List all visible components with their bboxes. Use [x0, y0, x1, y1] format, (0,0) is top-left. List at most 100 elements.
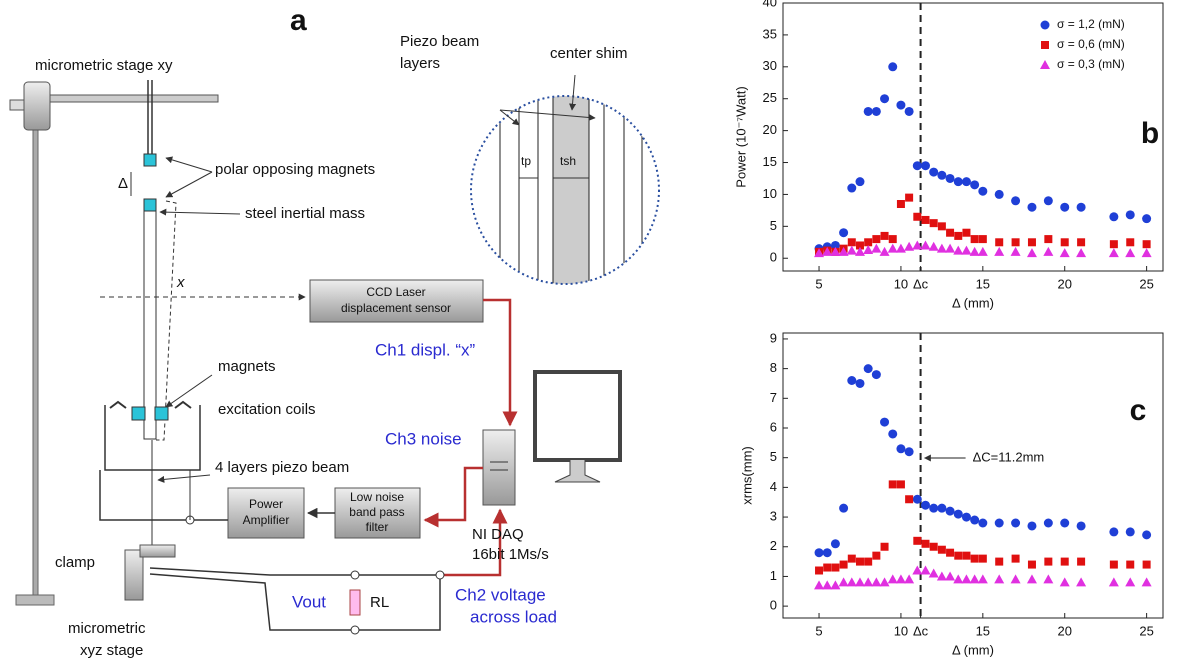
data-point: [978, 186, 988, 196]
label: 4 layers piezo beam: [215, 459, 349, 476]
x-tick-label: 5: [815, 276, 822, 291]
y-tick-label: 3: [770, 509, 777, 524]
data-point: [830, 539, 840, 549]
data-point: [1142, 560, 1151, 569]
legend-label: σ = 0,6 (mN): [1057, 37, 1125, 51]
data-point: [962, 228, 971, 237]
data-point: [855, 557, 864, 566]
data-point: [879, 246, 890, 256]
label: Ch3 noise: [385, 429, 462, 448]
y-tick-label: 5: [770, 449, 777, 464]
data-point: [831, 563, 840, 572]
data-point: [896, 480, 905, 489]
data-point: [1040, 20, 1050, 30]
data-point: [887, 243, 898, 253]
legend-label: σ = 1,2 (mN): [1057, 17, 1125, 31]
data-point: [921, 215, 930, 224]
y-tick-label: 35: [763, 26, 777, 41]
data-point: [1141, 577, 1152, 587]
y-tick-label: 20: [763, 122, 777, 137]
legend-label: σ = 0,3 (mN): [1057, 57, 1125, 71]
data-point: [1060, 202, 1070, 212]
data-point: [830, 246, 841, 256]
data-point: [1142, 240, 1151, 249]
data-point: [1076, 521, 1086, 531]
x-tick-label: 25: [1139, 276, 1153, 291]
plot-frame: [782, 2, 1164, 272]
data-point: [838, 577, 849, 587]
data-point: [872, 551, 881, 560]
data-point: [864, 557, 873, 566]
box-label: band pass: [349, 505, 404, 519]
data-point: [921, 500, 930, 510]
label: RL: [370, 594, 389, 611]
inset-label: center shim: [550, 45, 628, 62]
data-point: [1010, 574, 1021, 584]
x-tick-label: 25: [1139, 623, 1153, 638]
data-point: [855, 177, 865, 187]
x-tick-label: Δc: [913, 276, 929, 291]
data-point: [961, 245, 972, 255]
data-point: [839, 560, 848, 569]
data-point: [945, 243, 956, 253]
data-point: [871, 243, 882, 253]
data-point: [978, 554, 987, 563]
label: Ch1 displ. “x”: [375, 340, 475, 359]
inset-label: layers: [400, 55, 440, 72]
annotation: ΔC=11.2mm: [973, 449, 1045, 464]
data-point: [928, 568, 939, 578]
apparatus-drawing: [9, 74, 660, 635]
data-point: [1027, 521, 1037, 531]
data-point: [1043, 518, 1053, 528]
data-point: [863, 364, 873, 374]
data-point: [815, 566, 824, 575]
x-tick-label: Δc: [913, 623, 929, 638]
data-point: [872, 235, 881, 244]
x-tick-label: 10: [894, 276, 908, 291]
inset-label: tsh: [560, 154, 576, 168]
data-point: [913, 536, 922, 545]
data-point: [961, 512, 971, 522]
data-point: [1125, 577, 1136, 587]
data-point: [962, 551, 971, 560]
label: x: [176, 274, 185, 291]
data-point: [946, 548, 955, 557]
data-point: [994, 246, 1005, 256]
data-point: [929, 219, 938, 228]
data-point: [814, 580, 825, 590]
data-point: [1077, 557, 1086, 566]
data-point: [838, 246, 849, 256]
data-point: [970, 235, 979, 244]
data-point: [830, 240, 840, 250]
data-point: [969, 574, 980, 584]
y-tick-label: 30: [763, 58, 777, 73]
data-point: [863, 106, 873, 116]
data-point: [905, 495, 914, 504]
data-point: [977, 574, 988, 584]
data-point: [1076, 577, 1087, 587]
data-point: [814, 548, 824, 558]
inset-label: Piezo beam: [400, 33, 479, 50]
data-point: [978, 518, 988, 528]
label: magnets: [218, 358, 276, 375]
panel-label: c: [1130, 394, 1147, 427]
data-point: [1060, 518, 1070, 528]
data-point: [937, 545, 946, 554]
data-point: [896, 444, 906, 454]
data-point: [880, 417, 890, 427]
box-label: filter: [366, 520, 389, 534]
data-point: [888, 480, 897, 489]
data-point: [937, 170, 947, 180]
data-point: [994, 189, 1004, 199]
data-point: [1011, 554, 1020, 563]
data-point: [920, 565, 931, 575]
data-point: [945, 173, 955, 183]
label: xyz stage: [80, 642, 143, 659]
data-point: [904, 106, 914, 116]
data-point: [978, 235, 987, 244]
data-point: [995, 557, 1004, 566]
data-point: [1040, 60, 1050, 69]
label: micrometric: [68, 620, 146, 637]
data-point: [953, 509, 963, 519]
y-tick-label: 7: [770, 390, 777, 405]
